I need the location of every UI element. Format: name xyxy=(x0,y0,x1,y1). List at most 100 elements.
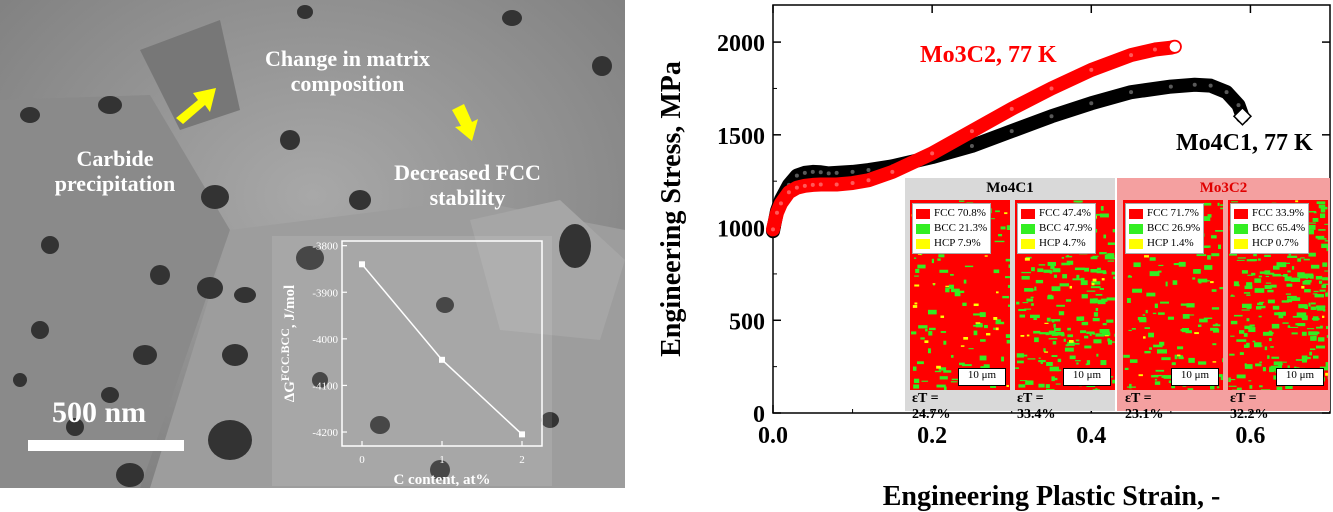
bcc-grain xyxy=(1325,326,1328,330)
bcc-grain xyxy=(1248,327,1256,333)
bcc-grain xyxy=(1312,293,1318,295)
bcc-grain xyxy=(1283,274,1288,277)
bcc-grain xyxy=(1211,307,1220,310)
bcc-grain xyxy=(1298,276,1307,279)
y-tick-label: 1500 xyxy=(717,124,765,150)
bcc-grain xyxy=(1316,201,1326,205)
hcp-grain xyxy=(1006,384,1009,387)
y-tick-label: 2000 xyxy=(717,31,765,57)
bcc-grain xyxy=(1097,267,1101,270)
bcc-grain xyxy=(1074,267,1085,271)
bcc-grain xyxy=(1308,252,1316,257)
bcc-grain xyxy=(1102,323,1107,326)
legend-row-fcc: FCC 71.7% xyxy=(1129,206,1200,221)
bcc-grain xyxy=(1129,383,1132,389)
bcc-grain xyxy=(1270,346,1274,348)
bcc-grain xyxy=(1322,277,1328,281)
bcc-grain xyxy=(1236,374,1246,379)
bcc-grain xyxy=(1180,303,1188,306)
bcc-grain xyxy=(1149,257,1156,261)
bcc-grain xyxy=(1321,243,1328,249)
bcc-grain xyxy=(1262,367,1266,372)
bcc-grain xyxy=(1313,212,1317,214)
bcc-grain xyxy=(1211,289,1217,292)
bcc-grain xyxy=(917,264,926,269)
bcc-grain xyxy=(1220,207,1223,210)
bcc-grain xyxy=(1092,317,1100,322)
bcc-grain xyxy=(1038,383,1045,388)
bcc-grain xyxy=(1096,353,1099,357)
bcc-grain xyxy=(1124,367,1129,371)
bcc-grain xyxy=(1324,270,1328,272)
bcc-grain xyxy=(918,325,928,329)
hcp-grain xyxy=(1212,361,1217,363)
bcc-grain xyxy=(1033,316,1037,321)
series-point-1 xyxy=(969,129,974,134)
legend-label-fcc: FCC 47.4% xyxy=(1039,207,1091,219)
legend-swatch-hcp xyxy=(916,238,930,249)
bcc-grain xyxy=(1314,294,1324,298)
bcc-grain xyxy=(973,330,978,336)
bcc-grain xyxy=(1308,331,1318,336)
bcc-grain xyxy=(1321,284,1327,289)
series-point-1 xyxy=(794,185,799,190)
hcp-grain xyxy=(924,340,929,343)
bcc-grain xyxy=(1090,256,1098,260)
bcc-grain xyxy=(1142,314,1146,316)
bcc-grain xyxy=(1286,298,1293,303)
bcc-grain xyxy=(1188,357,1195,363)
bcc-grain xyxy=(1258,275,1263,278)
y-tick-label: 1000 xyxy=(717,217,765,243)
bcc-grain xyxy=(1309,348,1316,351)
bcc-grain xyxy=(1236,259,1245,261)
bcc-grain xyxy=(1315,275,1323,280)
bcc-grain xyxy=(1021,271,1031,274)
bcc-grain xyxy=(1233,281,1239,287)
bcc-grain xyxy=(1039,332,1049,335)
bcc-grain xyxy=(1278,314,1284,319)
series-point-0 xyxy=(794,173,799,178)
bcc-grain xyxy=(1177,346,1184,350)
hcp-grain xyxy=(945,285,950,287)
inset-point xyxy=(519,431,525,438)
bcc-grain xyxy=(1056,304,1065,307)
bcc-grain xyxy=(936,384,946,388)
bcc-grain xyxy=(1207,255,1211,260)
tem-texture xyxy=(0,0,625,488)
bcc-grain xyxy=(1062,274,1068,279)
bcc-grain xyxy=(1016,301,1020,305)
bcc-grain xyxy=(1144,350,1151,354)
bcc-grain xyxy=(1229,253,1238,256)
bcc-grain xyxy=(1269,337,1272,342)
bcc-grain xyxy=(1272,305,1280,310)
bcc-grain xyxy=(1230,320,1238,325)
hcp-grain xyxy=(1020,334,1025,337)
bcc-grain xyxy=(1259,361,1262,363)
bcc-grain xyxy=(1158,264,1164,267)
bcc-grain xyxy=(1149,347,1152,350)
bcc-grain xyxy=(993,327,996,330)
bcc-grain xyxy=(1099,328,1110,333)
bcc-grain xyxy=(1305,356,1311,360)
bcc-grain xyxy=(1303,359,1307,363)
bcc-grain xyxy=(1061,256,1065,259)
bcc-grain xyxy=(1197,324,1202,328)
bcc-grain xyxy=(1260,305,1266,309)
hcp-grain xyxy=(1177,354,1181,357)
bcc-grain xyxy=(1292,315,1302,318)
legend-swatch-hcp xyxy=(1021,238,1035,249)
bcc-grain xyxy=(1204,265,1213,270)
annotation-matrix: Change in matrix composition xyxy=(265,46,430,97)
bcc-grain xyxy=(1241,270,1248,274)
hcp-grain xyxy=(912,305,918,308)
bcc-grain xyxy=(1015,367,1019,370)
bcc-grain xyxy=(1080,280,1088,286)
bcc-grain xyxy=(1272,273,1281,277)
series-point-0 xyxy=(818,170,823,175)
bcc-grain xyxy=(939,376,948,380)
bcc-grain xyxy=(1285,293,1292,295)
inset-xlabel: C content, at% xyxy=(393,472,490,486)
map-scale-bar: 10 μm xyxy=(1063,368,1111,386)
bcc-grain xyxy=(1156,349,1167,354)
legend-label-bcc: BCC 47.9% xyxy=(1039,222,1093,234)
